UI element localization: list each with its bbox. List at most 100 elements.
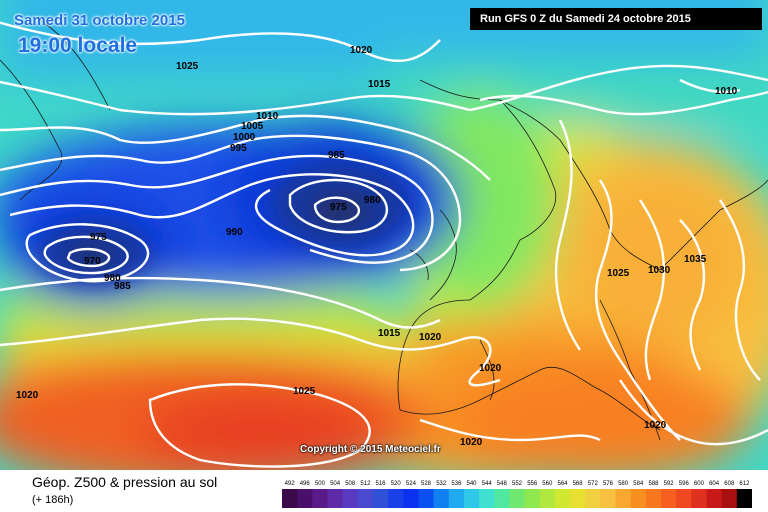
legend-value: 532: [436, 481, 447, 487]
legend-swatch: [297, 489, 313, 508]
legend-swatch: [736, 489, 752, 508]
legend-swatch: [691, 489, 708, 508]
legend-swatch: [494, 489, 510, 508]
map-footer: Géop. Z500 & pression au sol (+ 186h) 49…: [0, 470, 768, 512]
legend-swatch: [630, 489, 647, 508]
legend-swatch: [388, 489, 404, 508]
isobar-label: 1025: [293, 386, 316, 397]
isobar-label: 1005: [241, 121, 264, 132]
legend-value: 552: [512, 481, 523, 487]
isobar-label: 1020: [350, 45, 373, 56]
legend-swatch: [676, 489, 692, 508]
coastlines: [0, 19, 768, 441]
legend-value: 576: [603, 481, 614, 487]
copyright-notice: Copyright © 2015 Meteociel.fr: [300, 444, 441, 455]
isobar-label: 985: [328, 150, 345, 161]
isobar-labels: 1025 1020 1015 1010 1005 1000 995 985 98…: [16, 45, 738, 448]
legend-value: 596: [679, 481, 690, 487]
legend-swatch: [342, 489, 359, 508]
legend-value: 560: [542, 481, 553, 487]
isobar-label: 1020: [419, 332, 442, 343]
isobar-label: 1030: [648, 265, 671, 276]
legend-value: 608: [724, 481, 735, 487]
legend-swatch: [327, 489, 344, 508]
legend-swatch: [312, 489, 328, 508]
legend-value: 572: [588, 481, 599, 487]
legend-swatch: [600, 489, 617, 508]
legend-value: 600: [694, 481, 705, 487]
legend-value: 556: [527, 481, 538, 487]
legend-value: 548: [497, 481, 508, 487]
isobar-label: 1020: [479, 363, 502, 374]
legend-value: 524: [406, 481, 417, 487]
legend-value: 612: [739, 481, 750, 487]
legend-swatch: [615, 489, 632, 508]
legend-swatch: [282, 489, 298, 508]
legend-value: 496: [300, 481, 311, 487]
forecast-date: Samedi 31 octobre 2015: [14, 12, 185, 29]
legend-swatch: [524, 489, 541, 508]
legend-value: 604: [709, 481, 720, 487]
legend-value: 592: [664, 481, 675, 487]
legend-swatch: [479, 489, 495, 508]
isobar-label: 1025: [607, 268, 630, 279]
legend-swatch: [448, 489, 465, 508]
isobar-label: 970: [84, 256, 101, 267]
legend-swatch: [373, 489, 389, 508]
legend-value: 512: [360, 481, 371, 487]
legend-swatch: [706, 489, 723, 508]
isobar-label: 1020: [460, 437, 483, 448]
legend-swatch: [463, 489, 480, 508]
isobar-label: 975: [330, 202, 347, 213]
legend-value: 568: [573, 481, 584, 487]
legend-swatch: [570, 489, 586, 508]
legend-swatch: [418, 489, 435, 508]
isobar-label: 1010: [715, 86, 738, 97]
forecast-hour: (+ 186h): [32, 494, 74, 506]
legend-swatch: [539, 489, 556, 508]
geopotential-field: 1025 1020 1015 1010 1005 1000 995 985 98…: [0, 0, 768, 470]
legend-swatch: [403, 489, 419, 508]
legend-value: 492: [285, 481, 296, 487]
legend-value: 540: [466, 481, 477, 487]
legend-swatch: [509, 489, 526, 508]
isobar-label: 1035: [684, 254, 707, 265]
legend-swatch: [645, 489, 662, 508]
isobar-label: 1000: [233, 132, 256, 143]
legend-swatch: [554, 489, 571, 508]
legend-value: 584: [633, 481, 644, 487]
map-title: Géop. Z500 & pression au sol: [32, 474, 218, 490]
legend-swatch: [433, 489, 450, 508]
isobar-label: 1025: [176, 61, 199, 72]
legend-swatch: [585, 489, 601, 508]
isobars: [0, 21, 768, 468]
forecast-time: 19:00 locale: [18, 34, 138, 57]
isobar-label: 1020: [644, 420, 667, 431]
legend-value: 528: [421, 481, 432, 487]
legend-value: 500: [315, 481, 326, 487]
pressure-map: 1025 1020 1015 1010 1005 1000 995 985 98…: [0, 0, 768, 470]
isobar-label: 990: [226, 227, 243, 238]
isobar-label: 975: [90, 232, 107, 243]
model-run-label: Run GFS 0 Z du Samedi 24 octobre 2015: [470, 8, 762, 30]
isobar-label: 1020: [16, 390, 39, 401]
legend-value: 580: [618, 481, 629, 487]
isobar-label: 1015: [378, 328, 401, 339]
legend-value: 508: [345, 481, 356, 487]
legend-swatch: [661, 489, 677, 508]
legend-value: 544: [482, 481, 493, 487]
color-legend: 492 496 500 504 508 512 516 520 524 528 532 536 540 5…: [282, 481, 752, 508]
legend-value: 504: [330, 481, 341, 487]
legend-value: 520: [391, 481, 402, 487]
legend-value: 536: [451, 481, 462, 487]
isobar-label: 995: [230, 143, 247, 154]
legend-value: 516: [375, 481, 386, 487]
isobar-label: 1010: [256, 111, 279, 122]
isobar-label: 980: [364, 195, 381, 206]
isobar-label: 1015: [368, 79, 391, 90]
legend-value: 588: [648, 481, 659, 487]
isobar-label: 985: [114, 281, 131, 292]
legend-value: 564: [557, 481, 568, 487]
isobar-label: 980: [104, 273, 121, 284]
